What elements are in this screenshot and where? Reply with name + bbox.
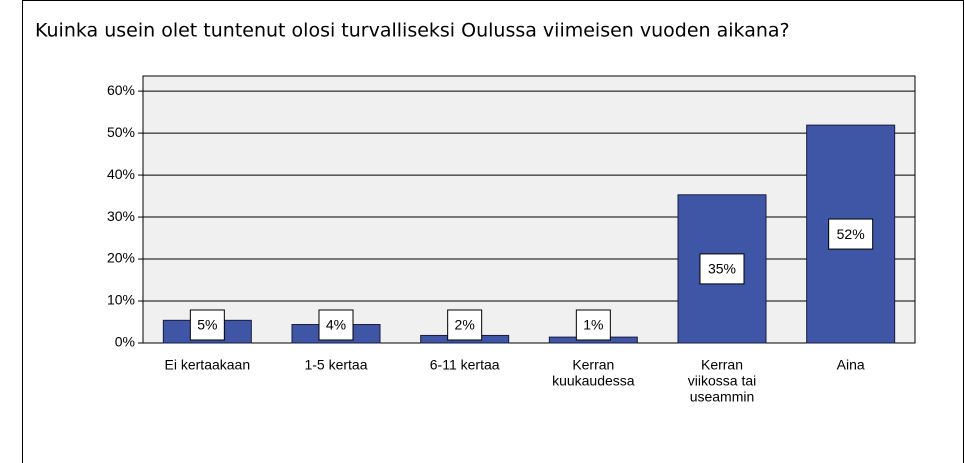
y-tick-label: 60% [107, 82, 135, 98]
y-tick-label: 0% [115, 334, 135, 350]
x-tick-label: viikossa tai [688, 373, 756, 389]
x-tick-label: Kerran [572, 357, 614, 373]
value-label: 5% [197, 317, 217, 333]
chart-title: Kuinka usein olet tuntenut olosi turvall… [35, 20, 790, 42]
value-label: 2% [455, 317, 475, 333]
value-label: 35% [708, 261, 736, 277]
frame [22, 0, 964, 463]
x-tick-label: 1-5 kertaa [304, 357, 367, 373]
value-label-box [189, 309, 225, 341]
x-tick-label: Ei kertaakaan [165, 357, 251, 373]
value-label: 52% [837, 226, 865, 242]
y-tick-label: 50% [107, 124, 135, 140]
x-tick-label: kuukaudessa [552, 373, 635, 389]
y-tick-label: 40% [107, 166, 135, 182]
x-tick-label: Kerran [701, 357, 743, 373]
x-tick-label: 6-11 kertaa [430, 357, 500, 373]
y-tick-label: 20% [107, 250, 135, 266]
value-label-box [318, 309, 354, 341]
value-label-box [699, 253, 745, 285]
y-tick-label: 10% [107, 292, 135, 308]
value-label-box [828, 218, 874, 250]
y-tick-label: 30% [107, 208, 135, 224]
x-tick-label: Aina [837, 357, 865, 373]
value-label-box [447, 309, 483, 341]
value-label: 1% [583, 317, 603, 333]
x-tick-label: useammin [690, 389, 755, 405]
plot-area [142, 75, 916, 344]
value-label-box [575, 309, 611, 341]
value-label: 4% [326, 317, 346, 333]
